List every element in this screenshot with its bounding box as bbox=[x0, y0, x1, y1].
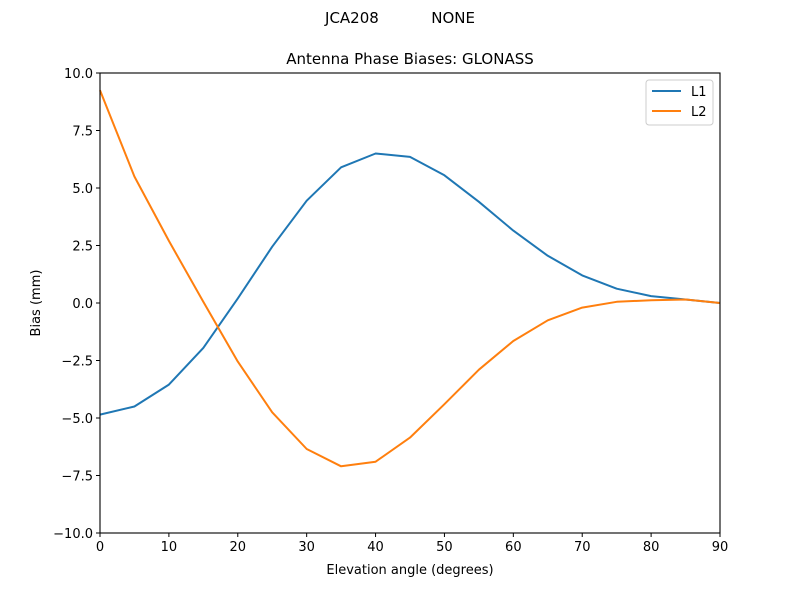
y-tick-label: −7.5 bbox=[61, 470, 93, 485]
y-tick-label: −2.5 bbox=[61, 355, 93, 370]
chart-title: Antenna Phase Biases: GLONASS bbox=[286, 50, 534, 68]
x-tick-label: 20 bbox=[230, 540, 247, 555]
x-tick-label: 70 bbox=[574, 540, 591, 555]
y-axis: −10.0 −7.5 −5.0 −2.5 0.0 2.5 5.0 7.5 10.0 bbox=[53, 67, 100, 542]
x-tick-label: 0 bbox=[96, 540, 104, 555]
y-tick-label: 7.5 bbox=[72, 125, 93, 140]
x-tick-label: 10 bbox=[161, 540, 178, 555]
plot-area bbox=[99, 89, 721, 468]
x-tick-label: 30 bbox=[298, 540, 315, 555]
y-tick-label: 10.0 bbox=[64, 67, 93, 82]
legend-l1-label: L1 bbox=[691, 85, 707, 100]
y-tick-label: 0.0 bbox=[72, 297, 93, 312]
figure-suptitle: JCA208 NONE bbox=[325, 9, 475, 27]
y-tick-label: 5.0 bbox=[72, 182, 93, 197]
axes-frame bbox=[99, 72, 721, 534]
legend-l2-label: L2 bbox=[691, 105, 707, 120]
x-tick-label: 80 bbox=[643, 540, 660, 555]
x-tick-label: 40 bbox=[367, 540, 384, 555]
x-axis: 0 10 20 30 40 50 60 70 80 90 bbox=[96, 533, 728, 555]
series-l2-line bbox=[99, 89, 721, 468]
legend: L1 L2 bbox=[645, 79, 714, 126]
y-tick-label: −10.0 bbox=[53, 527, 93, 542]
y-tick-label: −5.0 bbox=[61, 412, 93, 427]
x-axis-label: Elevation angle (degrees) bbox=[326, 563, 493, 578]
y-axis-label: Bias (mm) bbox=[29, 270, 44, 337]
x-tick-label: 90 bbox=[712, 540, 729, 555]
x-tick-label: 60 bbox=[505, 540, 522, 555]
y-tick-label: 2.5 bbox=[72, 240, 93, 255]
series-l1-line bbox=[99, 152, 721, 416]
x-tick-label: 50 bbox=[436, 540, 453, 555]
